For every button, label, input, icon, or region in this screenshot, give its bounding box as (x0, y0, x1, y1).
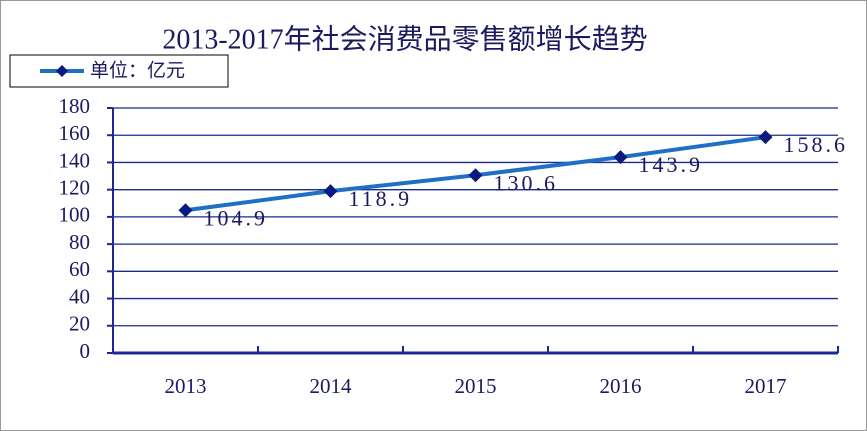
legend-marker (56, 65, 68, 77)
marker (758, 130, 773, 145)
data-label: 130.6 (494, 170, 559, 195)
y-tick-label: 160 (59, 121, 91, 145)
data-label: 143.9 (639, 152, 704, 177)
marker (468, 168, 483, 183)
data-label: 104.9 (204, 205, 269, 230)
x-tick-label: 2013 (165, 374, 207, 398)
y-tick-label: 180 (59, 94, 91, 118)
x-tick-label: 2017 (745, 374, 787, 398)
data-label: 158.6 (784, 132, 849, 157)
y-tick-label: 0 (80, 339, 91, 363)
y-tick-label: 140 (59, 148, 91, 172)
y-tick-label: 20 (69, 312, 90, 336)
x-tick-label: 2016 (600, 374, 642, 398)
y-tick-label: 80 (69, 230, 90, 254)
marker (178, 203, 193, 218)
marker (613, 150, 628, 165)
chart-title: 2013-2017年社会消费品零售额增长趋势 (162, 23, 647, 55)
x-tick-label: 2014 (310, 374, 353, 398)
y-tick-label: 40 (69, 284, 90, 308)
x-tick-label: 2015 (455, 374, 497, 398)
legend-label: 单位：亿元 (90, 59, 185, 81)
y-tick-label: 120 (59, 175, 91, 199)
y-tick-label: 100 (59, 203, 91, 227)
y-tick-label: 60 (69, 257, 90, 281)
data-label: 118.9 (349, 186, 413, 211)
marker (323, 184, 338, 199)
